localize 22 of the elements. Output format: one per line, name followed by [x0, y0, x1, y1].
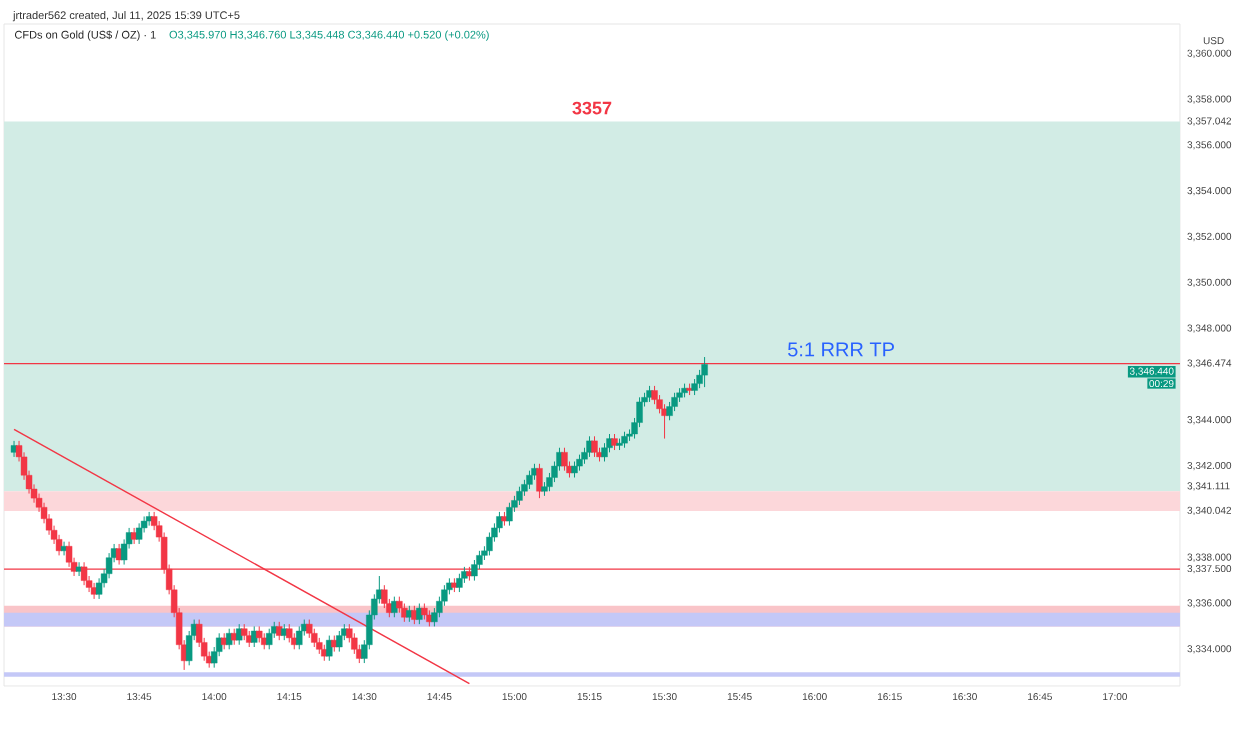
band-label: 3357 — [572, 101, 612, 115]
annotation: 5:1 RRR TP — [788, 342, 894, 357]
candlestick — [516, 486, 523, 506]
candlestick — [266, 628, 273, 650]
candlestick — [671, 392, 678, 412]
candlestick — [145, 511, 153, 527]
candlestick — [296, 625, 303, 650]
candlestick — [311, 628, 318, 648]
candlestick — [701, 356, 708, 388]
candlestick — [471, 559, 478, 582]
candlestick — [75, 561, 83, 577]
candlestick — [105, 552, 113, 579]
candlestick — [306, 619, 313, 639]
candlestick — [506, 502, 513, 527]
candlestick — [666, 401, 673, 421]
candlestick — [286, 623, 293, 643]
candlestick — [456, 573, 463, 593]
candlestick — [336, 630, 343, 653]
candlestick — [351, 632, 358, 655]
candlestick — [526, 470, 533, 490]
candlestick — [381, 584, 388, 609]
candlestick — [561, 447, 568, 472]
